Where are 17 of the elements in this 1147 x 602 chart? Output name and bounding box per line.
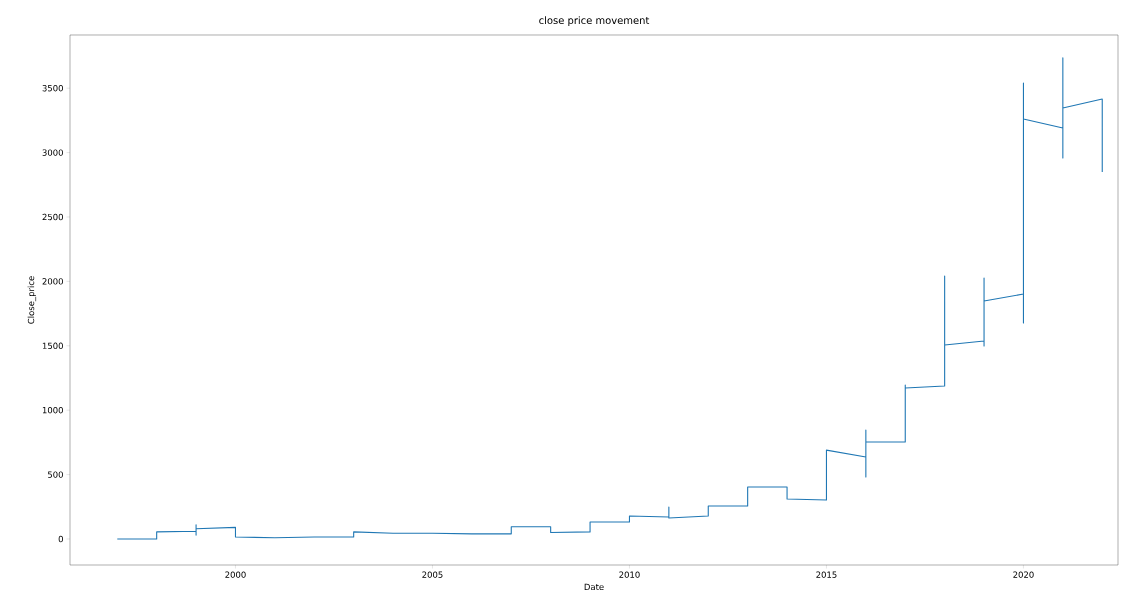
x-axis-title: Date: [584, 583, 604, 591]
line-series: [116, 57, 1103, 540]
y-tick-label: 2000: [42, 278, 63, 285]
x-tick-label: 2010: [619, 571, 640, 578]
x-tick-label: 2000: [225, 571, 246, 578]
y-tick-label: 0: [58, 535, 63, 543]
y-tick-label: 3500: [42, 84, 63, 92]
y-tick-label: 2500: [42, 213, 63, 221]
y-tick-label: 3000: [42, 149, 63, 156]
y-axis-title: Close_price: [27, 276, 37, 324]
x-tick-label: 2020: [1013, 571, 1034, 578]
y-tick-label: 500: [48, 471, 63, 478]
x-tick-label: 2005: [422, 571, 443, 578]
chart-title: close price movement: [539, 16, 650, 26]
x-tick-label: 2015: [816, 571, 837, 578]
y-tick-label: 1500: [42, 342, 63, 349]
y-tick-label: 1000: [42, 406, 63, 414]
